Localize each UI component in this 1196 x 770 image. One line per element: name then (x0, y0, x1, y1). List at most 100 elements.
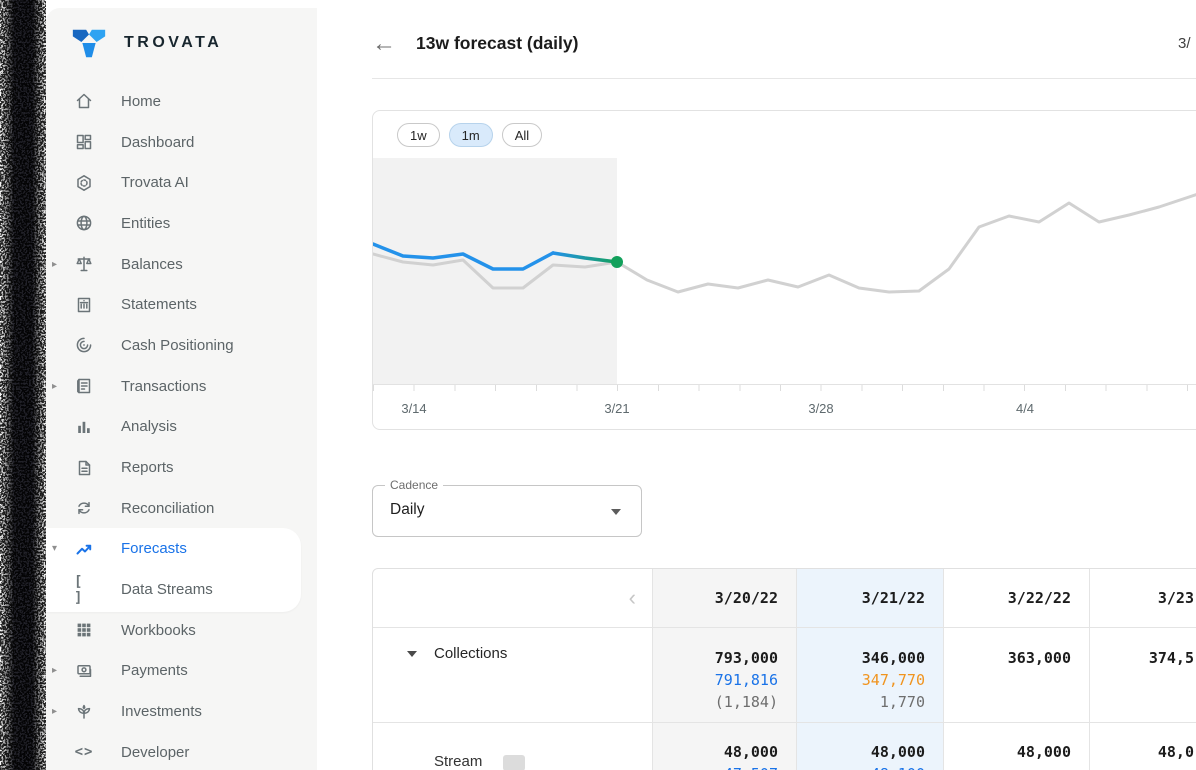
sidebar-item-label: Reports (121, 459, 174, 477)
expand-caret-icon[interactable]: ▸ (52, 665, 58, 677)
range-button-1m[interactable]: 1m (448, 123, 493, 147)
home-icon (74, 91, 94, 111)
sidebar-item-data-streams[interactable]: [ ] Data Streams (46, 569, 317, 610)
sidebar-item-label: Payments (121, 662, 188, 680)
row-label-cell: Collections (373, 628, 653, 722)
table-row-stream[interactable]: Stream 48,000 47,507 48,000 48,100 48,00… (373, 723, 1196, 770)
sidebar-item-label: Home (121, 92, 162, 110)
actuals-line (373, 242, 555, 271)
page-title: 13w forecast (daily) (416, 33, 579, 53)
sidebar-item-analysis[interactable]: Analysis (46, 407, 317, 448)
cell-3-23: 48,0 (1090, 723, 1196, 770)
range-button-all[interactable]: All (501, 123, 543, 147)
x-axis-label: 4/4 (1015, 401, 1035, 416)
sidebar: TROVATA Home Dashboard Trovata AI Entiti… (46, 8, 317, 770)
variance-value: 1,770 (879, 693, 925, 711)
x-axis-ticks (373, 385, 1196, 391)
active-section-pill (46, 528, 301, 612)
sidebar-item-label: Cash Positioning (121, 336, 234, 354)
chart-range-selector: 1w 1m All (397, 123, 543, 147)
cell-3-22: 363,000 (944, 628, 1090, 722)
x-axis-line (373, 384, 1196, 385)
sidebar-item-investments[interactable]: ▸ Investments (46, 691, 317, 732)
trovata-ai-icon (74, 173, 94, 193)
history-selection-region[interactable] (373, 158, 617, 384)
sidebar-item-label: Workbooks (121, 621, 196, 639)
row-label-cell: Stream (373, 723, 653, 770)
entities-icon (74, 213, 94, 233)
sidebar-item-cash-positioning[interactable]: Cash Positioning (46, 325, 317, 366)
actual-value: 347,770 (861, 671, 925, 689)
sidebar-item-home[interactable]: Home (46, 81, 317, 122)
investments-icon (74, 702, 94, 722)
sidebar-item-label: Balances (121, 255, 183, 273)
cadence-label: Cadence (385, 478, 444, 492)
column-header-date: 3/20/22 (653, 569, 797, 627)
brand-name: TROVATA (124, 34, 223, 51)
sidebar-item-dashboard[interactable]: Dashboard (46, 122, 317, 163)
forecast-future-line (615, 193, 1196, 294)
stream-type-badge (503, 755, 525, 770)
variance-value: (1,184) (714, 693, 778, 711)
sidebar-item-label: Investments (121, 703, 202, 721)
row-label: Stream (434, 753, 483, 770)
sidebar-item-label: Statements (121, 296, 197, 314)
forecast-table: ‹ 3/20/22 3/21/22 3/22/22 3/23 Collectio… (372, 568, 1196, 770)
main-content: ← 13w forecast (daily) 3/ 1w 1m All (317, 0, 1196, 770)
forecast-value-clipped: 374,5 (1148, 649, 1194, 667)
forecast-history-line (373, 252, 619, 290)
actual-value: 791,816 (714, 671, 778, 689)
dropdown-arrow-icon (611, 509, 621, 515)
forecast-value: 363,000 (1007, 649, 1071, 667)
payments-icon (74, 661, 94, 681)
reconciliation-icon (74, 498, 94, 518)
back-arrow-icon[interactable]: ← (372, 30, 396, 57)
dashboard-icon (74, 132, 94, 152)
sidebar-item-reconciliation[interactable]: Reconciliation (46, 488, 317, 529)
cadence-select[interactable]: Cadence Daily (372, 478, 642, 537)
sidebar-item-label: Analysis (121, 418, 177, 436)
actuals-tail-line (551, 251, 619, 264)
sidebar-item-reports[interactable]: Reports (46, 447, 317, 488)
sidebar-item-entities[interactable]: Entities (46, 203, 317, 244)
actual-value: 47,507 (653, 763, 778, 770)
sidebar-item-workbooks[interactable]: Workbooks (46, 610, 317, 651)
forecasts-icon (74, 539, 94, 559)
header-divider (372, 78, 1196, 79)
column-header-date-today: 3/21/22 (797, 569, 944, 627)
expand-caret-icon[interactable]: ▸ (52, 380, 58, 392)
trovata-logo-icon (72, 29, 106, 58)
sidebar-item-label: Trovata AI (121, 174, 189, 192)
expand-caret-icon[interactable]: ▸ (52, 258, 58, 270)
analysis-icon (74, 417, 94, 437)
sidebar-item-developer[interactable]: <> Developer (46, 732, 317, 770)
sidebar-item-transactions[interactable]: ▸ Transactions (46, 366, 317, 407)
sidebar-item-label: Data Streams (121, 581, 213, 599)
row-label: Collections (434, 645, 508, 662)
sidebar-item-label: Reconciliation (121, 499, 215, 517)
forecast-value: 346,000 (861, 649, 925, 667)
previous-dates-chevron-icon[interactable]: ‹ (628, 585, 636, 610)
workbooks-icon (74, 620, 94, 640)
column-header-date: 3/22/22 (944, 569, 1090, 627)
noise-edge-decoration (0, 0, 46, 770)
collapse-triangle-icon[interactable] (407, 651, 417, 657)
sidebar-item-forecasts[interactable]: ▾ Forecasts (46, 529, 317, 570)
range-button-1w[interactable]: 1w (397, 123, 440, 147)
table-row-collections[interactable]: Collections 793,000 791,816 (1,184) 346,… (373, 628, 1196, 723)
data-streams-icon: [ ] (74, 573, 84, 606)
expand-caret-icon[interactable]: ▸ (52, 706, 58, 718)
balances-icon (74, 254, 94, 274)
sidebar-item-payments[interactable]: ▸ Payments (46, 651, 317, 692)
sidebar-item-label: Developer (121, 743, 190, 761)
forecast-sparkline-chart[interactable] (373, 158, 1196, 384)
sidebar-item-balances[interactable]: ▸ Balances (46, 244, 317, 285)
x-axis-label: 3/28 (808, 401, 834, 416)
sidebar-item-statements[interactable]: Statements (46, 284, 317, 325)
x-axis-label: 3/14 (401, 401, 427, 416)
forecast-value: 793,000 (714, 649, 778, 667)
collapse-caret-icon[interactable]: ▾ (52, 543, 58, 555)
sidebar-item-trovata-ai[interactable]: Trovata AI (46, 162, 317, 203)
forecast-value-clipped: 48,0 (1157, 743, 1194, 761)
brand-logo[interactable]: TROVATA (70, 24, 222, 62)
